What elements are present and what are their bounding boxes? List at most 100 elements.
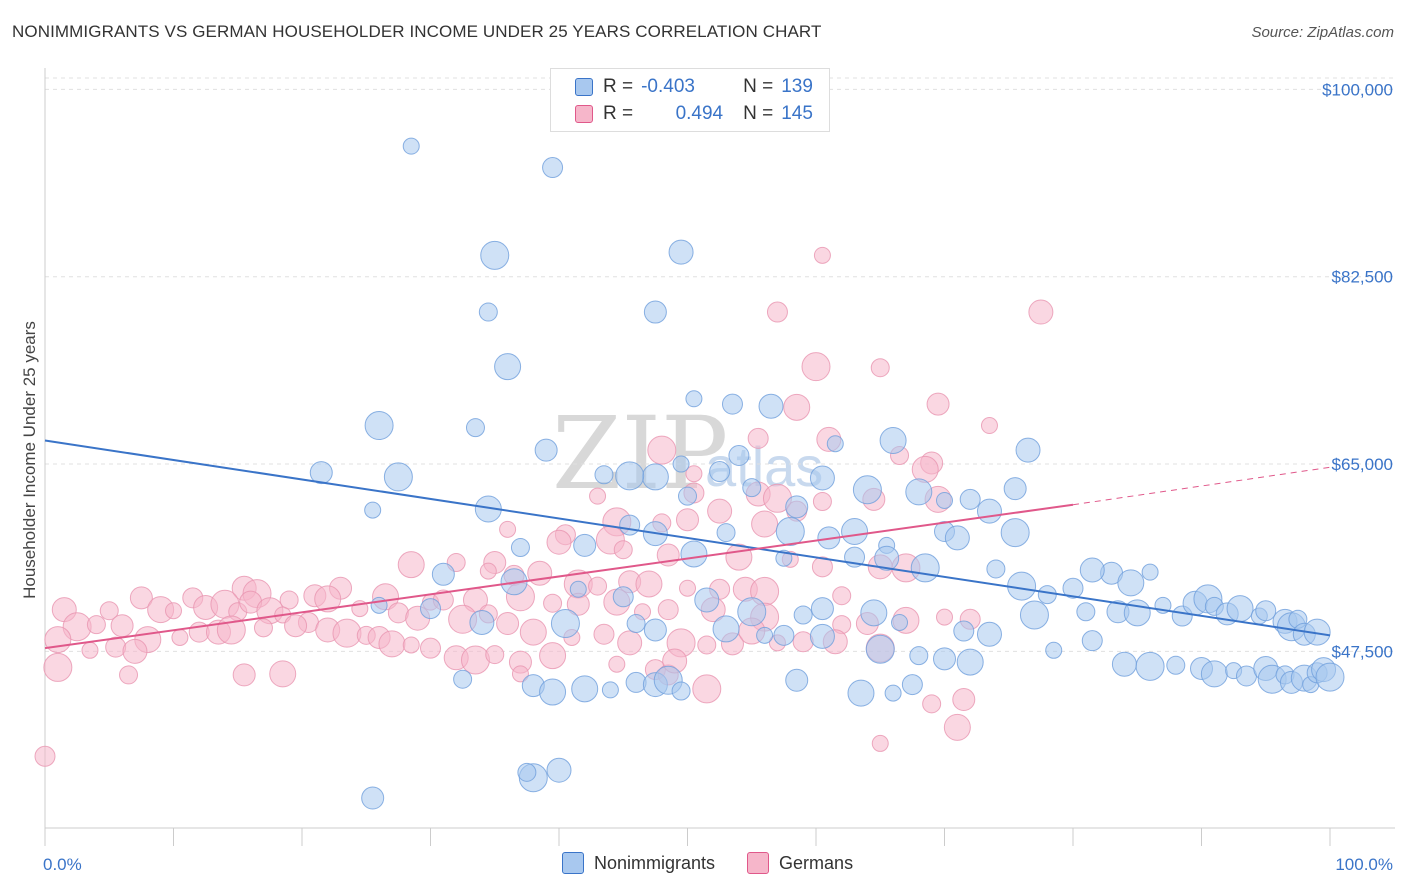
legend-r-value: 0.494 — [675, 103, 724, 124]
data-point — [685, 465, 703, 483]
data-point — [119, 665, 139, 685]
data-point — [766, 301, 788, 323]
data-point — [728, 444, 750, 466]
data-point — [1076, 602, 1096, 622]
data-point — [692, 674, 722, 704]
axes — [44, 68, 1395, 846]
data-point — [420, 637, 441, 659]
x-tick-label: 0.0% — [43, 855, 82, 874]
data-point — [685, 390, 703, 408]
legend-r-label: R = — [603, 76, 634, 97]
data-point — [865, 634, 895, 664]
data-point — [1117, 569, 1145, 597]
data-point — [171, 628, 189, 646]
data-point — [1062, 577, 1084, 599]
data-point — [361, 786, 385, 810]
data-point — [813, 246, 831, 264]
data-point — [469, 609, 495, 635]
legend-item-nonimmigrants: Nonimmigrants — [562, 852, 715, 874]
legend-n-label: N = — [743, 76, 774, 97]
data-point — [860, 599, 888, 627]
data-point — [1315, 662, 1345, 692]
data-point — [721, 393, 743, 415]
data-point — [1003, 477, 1027, 501]
data-point — [569, 580, 587, 598]
data-point — [712, 615, 740, 643]
data-point — [841, 517, 869, 545]
data-point — [122, 638, 148, 664]
data-point — [1111, 651, 1137, 677]
data-point — [959, 488, 981, 510]
data-point — [269, 660, 297, 688]
data-point — [773, 624, 795, 646]
data-point — [641, 463, 669, 491]
data-point — [588, 576, 608, 596]
data-point — [402, 137, 420, 155]
trend-line-germans-extension — [1072, 466, 1331, 506]
data-point — [546, 757, 572, 783]
data-point — [874, 545, 900, 571]
data-point — [716, 523, 736, 543]
data-point — [364, 411, 394, 441]
data-point — [793, 605, 813, 625]
y-tick-label: $82,500 — [1332, 268, 1393, 287]
data-point — [615, 461, 645, 491]
data-point — [676, 508, 699, 532]
legend-r-label: R = — [603, 103, 634, 124]
data-point — [694, 587, 720, 613]
data-point — [910, 553, 940, 583]
data-point — [737, 597, 767, 627]
data-point — [1079, 557, 1105, 583]
data-point — [933, 647, 956, 671]
data-point — [420, 598, 441, 620]
data-point — [909, 646, 929, 666]
data-point — [944, 525, 970, 551]
data-point — [608, 655, 626, 673]
data-point — [826, 435, 844, 453]
data-point — [279, 590, 299, 610]
data-point — [539, 642, 567, 670]
legend-r-value: -0.403 — [641, 76, 695, 97]
data-point — [1028, 299, 1054, 325]
legend-row-nonimmigrants: R = -0.403 N = 139 — [575, 74, 813, 100]
data-point — [775, 516, 805, 546]
data-point — [478, 302, 498, 322]
data-point — [707, 498, 733, 524]
data-point — [775, 549, 793, 567]
data-point — [589, 487, 607, 505]
data-point — [370, 596, 388, 614]
data-point — [542, 157, 564, 179]
data-point — [619, 514, 641, 536]
y-tick-label: $65,000 — [1332, 455, 1393, 474]
data-point — [571, 675, 599, 703]
data-point — [1037, 585, 1057, 605]
data-point — [517, 762, 537, 782]
data-point — [911, 455, 939, 483]
legend-item-germans: Germans — [747, 852, 853, 874]
trend-lines — [44, 439, 1331, 650]
data-point — [943, 713, 971, 741]
data-point — [1166, 655, 1186, 675]
pink-swatch-icon — [575, 105, 593, 123]
data-point — [534, 438, 558, 462]
data-point — [671, 681, 691, 701]
data-point — [364, 501, 382, 519]
data-point — [601, 681, 619, 699]
data-point — [680, 540, 708, 568]
data-point — [1255, 600, 1277, 622]
correlation-legend: R = -0.403 N = 139 R = 0.494 N = 145 — [550, 68, 830, 132]
data-point — [847, 679, 875, 707]
data-point — [573, 533, 597, 557]
data-point — [810, 597, 834, 621]
data-point — [99, 601, 119, 621]
data-point — [871, 734, 889, 752]
data-point — [936, 491, 953, 509]
data-point — [922, 694, 942, 714]
y-tick-label: $100,000 — [1322, 80, 1393, 99]
data-point — [543, 593, 563, 613]
blue-swatch-icon — [562, 852, 584, 874]
data-point — [647, 435, 677, 465]
data-point — [431, 562, 455, 586]
data-point — [86, 615, 106, 635]
y-tick-label: $47,500 — [1332, 642, 1393, 661]
